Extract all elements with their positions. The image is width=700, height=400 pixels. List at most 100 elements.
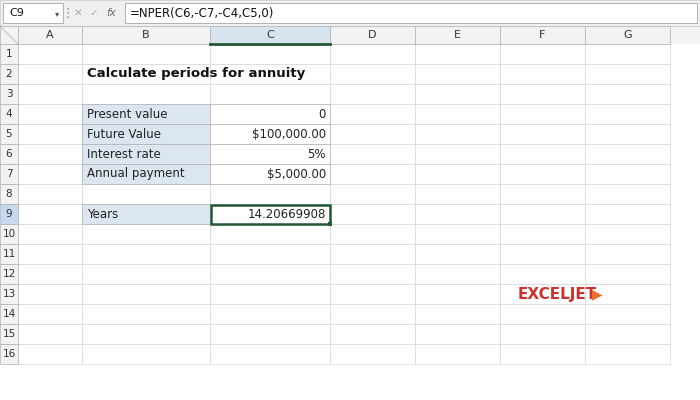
- Bar: [330, 164, 415, 184]
- Bar: [82, 204, 210, 224]
- Bar: [125, 3, 697, 23]
- Bar: [415, 344, 500, 364]
- Bar: [210, 264, 330, 284]
- Bar: [210, 64, 330, 84]
- Text: 4: 4: [6, 109, 13, 119]
- Bar: [0, 44, 18, 64]
- Bar: [415, 26, 500, 44]
- Bar: [585, 26, 670, 44]
- Bar: [330, 44, 415, 64]
- Text: 3: 3: [6, 89, 13, 99]
- Bar: [585, 184, 670, 204]
- Bar: [415, 164, 500, 184]
- Bar: [82, 124, 210, 144]
- Bar: [82, 144, 210, 164]
- Text: 6: 6: [6, 149, 13, 159]
- Bar: [0, 84, 18, 104]
- Text: 5%: 5%: [307, 148, 326, 160]
- Text: 14.20669908: 14.20669908: [248, 208, 326, 220]
- Bar: [18, 184, 82, 204]
- Bar: [500, 224, 585, 244]
- Bar: [500, 284, 585, 304]
- Bar: [18, 204, 82, 224]
- Bar: [0, 0, 700, 26]
- Bar: [82, 26, 210, 44]
- Bar: [210, 324, 330, 344]
- Text: ▶: ▶: [592, 287, 603, 301]
- Bar: [500, 184, 585, 204]
- Bar: [18, 284, 82, 304]
- Text: 1: 1: [6, 49, 13, 59]
- Bar: [0, 304, 18, 324]
- Bar: [82, 224, 210, 244]
- Bar: [82, 324, 210, 344]
- Text: EXCELJET: EXCELJET: [518, 286, 597, 302]
- Bar: [3, 3, 63, 23]
- Text: 2: 2: [6, 69, 13, 79]
- Bar: [330, 184, 415, 204]
- Bar: [330, 124, 415, 144]
- Bar: [210, 124, 330, 144]
- Bar: [0, 144, 18, 164]
- Text: 16: 16: [2, 349, 15, 359]
- Text: 8: 8: [6, 189, 13, 199]
- Bar: [210, 144, 330, 164]
- Bar: [82, 204, 210, 224]
- Text: 10: 10: [2, 229, 15, 239]
- Bar: [82, 124, 210, 144]
- Bar: [210, 284, 330, 304]
- Text: fx: fx: [106, 8, 116, 18]
- Text: D: D: [368, 30, 377, 40]
- Bar: [585, 124, 670, 144]
- Bar: [330, 224, 415, 244]
- Bar: [500, 144, 585, 164]
- Bar: [330, 284, 415, 304]
- Bar: [210, 204, 330, 224]
- Bar: [415, 104, 500, 124]
- Bar: [415, 204, 500, 224]
- Bar: [500, 84, 585, 104]
- Bar: [18, 84, 82, 104]
- Bar: [82, 64, 210, 84]
- Text: 0: 0: [318, 108, 326, 120]
- Text: Present value: Present value: [87, 108, 167, 120]
- Bar: [211, 204, 330, 224]
- Bar: [18, 64, 82, 84]
- Text: $5,000.00: $5,000.00: [267, 168, 326, 180]
- Bar: [330, 264, 415, 284]
- Bar: [18, 324, 82, 344]
- Bar: [82, 144, 210, 164]
- Bar: [585, 64, 670, 84]
- Text: 15: 15: [2, 329, 15, 339]
- Bar: [585, 324, 670, 344]
- Text: ▾: ▾: [55, 9, 59, 18]
- Text: 11: 11: [2, 249, 15, 259]
- Bar: [500, 44, 585, 64]
- Bar: [415, 84, 500, 104]
- Bar: [0, 224, 18, 244]
- Bar: [328, 222, 332, 226]
- Bar: [415, 284, 500, 304]
- Bar: [82, 104, 210, 124]
- Bar: [18, 344, 82, 364]
- Bar: [210, 344, 330, 364]
- Bar: [585, 144, 670, 164]
- Bar: [585, 264, 670, 284]
- Bar: [500, 264, 585, 284]
- Bar: [500, 204, 585, 224]
- Bar: [500, 244, 585, 264]
- Bar: [330, 84, 415, 104]
- Text: 9: 9: [6, 209, 13, 219]
- Bar: [210, 124, 330, 144]
- Bar: [18, 26, 82, 44]
- Bar: [500, 64, 585, 84]
- Bar: [18, 144, 82, 164]
- Bar: [585, 84, 670, 104]
- Bar: [210, 104, 330, 124]
- Bar: [500, 124, 585, 144]
- Bar: [585, 164, 670, 184]
- Bar: [0, 324, 18, 344]
- Bar: [82, 44, 210, 64]
- Bar: [500, 164, 585, 184]
- Bar: [330, 344, 415, 364]
